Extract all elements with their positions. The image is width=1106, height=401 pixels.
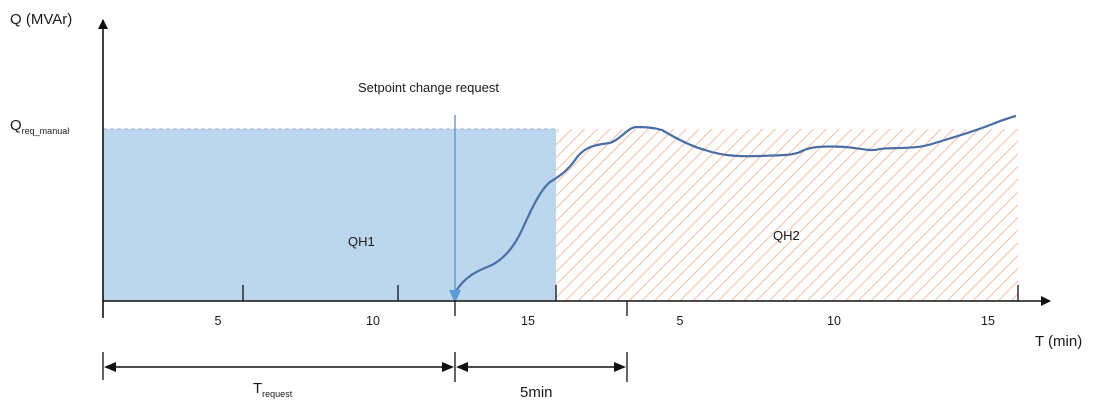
tick-label-qh1-5: 5 — [215, 314, 222, 328]
qh1-region — [103, 129, 556, 301]
qh2-region — [556, 129, 1018, 301]
five-min-label: 5min — [520, 384, 553, 401]
setpoint-arrowhead — [449, 290, 461, 303]
t-request-label: Trequest — [253, 380, 293, 399]
qh2-label: QH2 — [773, 228, 800, 243]
t-request-arrowhead-left — [104, 362, 116, 372]
tick-label-qh1-15: 15 — [521, 314, 535, 328]
tick-label-qh2-15: 15 — [981, 314, 995, 328]
five-min-arrowhead-right — [614, 362, 626, 372]
q-req-manual-label: Qreq_manual — [10, 117, 69, 136]
tick-label-qh2-5: 5 — [677, 314, 684, 328]
y-axis-label: Q (MVAr) — [10, 11, 72, 28]
x-axis-label: T (min) — [1035, 333, 1082, 350]
setpoint-change-label: Setpoint change request — [358, 80, 499, 95]
qh1-label: QH1 — [348, 234, 375, 249]
five-min-arrowhead-left — [456, 362, 468, 372]
reactive-power-curve — [454, 114, 1017, 294]
tick-label-qh1-10: 10 — [366, 314, 380, 328]
tick-label-qh2-10: 10 — [827, 314, 841, 328]
t-request-arrowhead-right — [442, 362, 454, 372]
